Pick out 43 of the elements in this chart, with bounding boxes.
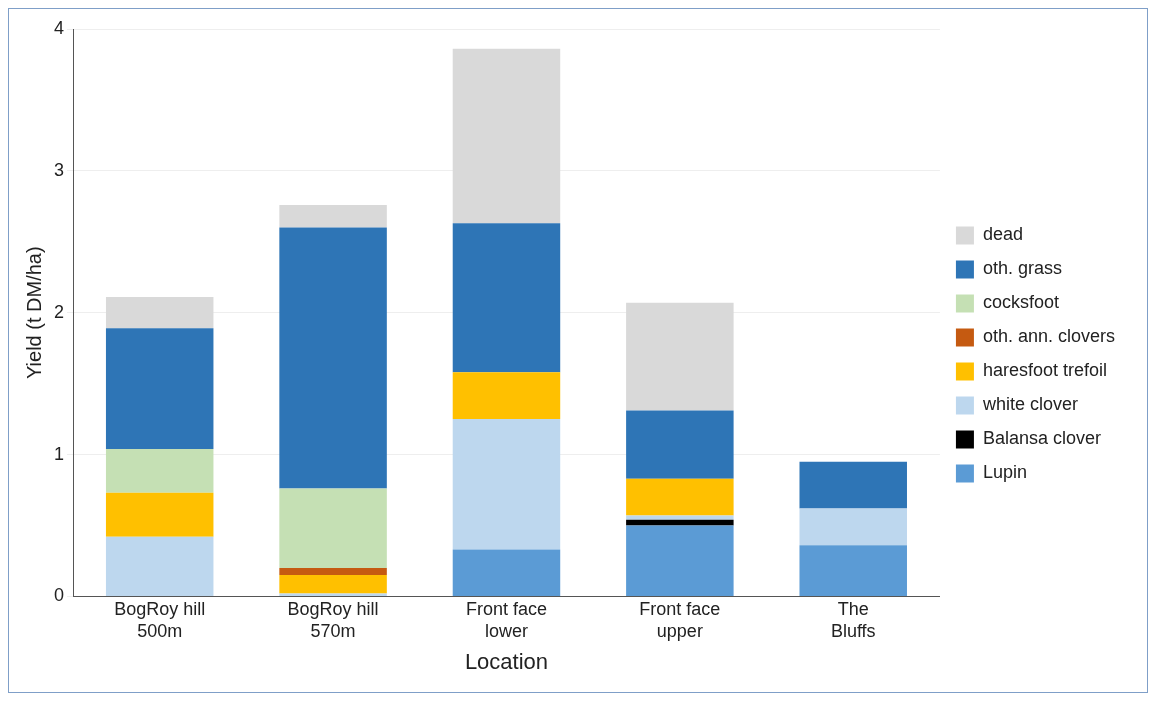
x-tick-label: BogRoy hill 500m — [114, 599, 206, 641]
bar — [279, 227, 387, 489]
bar — [626, 515, 734, 520]
bar — [279, 488, 387, 569]
x-tick-label: The Bluffs — [830, 599, 876, 641]
bar — [105, 448, 214, 493]
legend-label: cocksfoot — [982, 292, 1059, 313]
y-tick-label: 1 — [54, 443, 65, 464]
bar — [279, 204, 387, 228]
legend-label: haresfoot trefoil — [982, 360, 1107, 381]
y-tick-label: 3 — [54, 159, 65, 180]
bar — [626, 410, 734, 479]
bar — [279, 568, 387, 576]
y-tick-label: 2 — [54, 301, 65, 322]
x-axis-title: Location — [464, 648, 549, 674]
legend-label: dead — [982, 224, 1023, 245]
legend-label: white clover — [981, 394, 1078, 415]
bar — [105, 536, 214, 596]
legend-label: oth. ann. clovers — [982, 326, 1115, 347]
bar — [452, 549, 561, 596]
x-tick-label: Front face upper — [639, 599, 721, 641]
bar — [279, 575, 387, 594]
bar — [799, 508, 907, 546]
bar — [452, 372, 561, 420]
x-tick-label: BogRoy hill 570m — [287, 599, 379, 641]
bar — [626, 302, 734, 411]
bar — [105, 297, 214, 329]
bar — [799, 461, 907, 509]
bar — [626, 478, 734, 516]
bar — [626, 525, 734, 596]
bar — [452, 419, 561, 550]
y-axis-title: Yield (t DM/ha) — [22, 246, 45, 380]
legend-label: oth. grass — [982, 258, 1062, 279]
bar — [799, 545, 907, 596]
y-tick-label: 0 — [54, 585, 65, 606]
legend-label: Lupin — [982, 462, 1027, 483]
legend-label: Balansa clover — [982, 428, 1101, 449]
bar — [105, 328, 214, 449]
y-tick-label: 4 — [54, 17, 65, 38]
bar — [452, 223, 561, 373]
x-tick-label: Front face lower — [465, 599, 547, 641]
bar — [452, 48, 561, 224]
bar — [105, 492, 214, 537]
